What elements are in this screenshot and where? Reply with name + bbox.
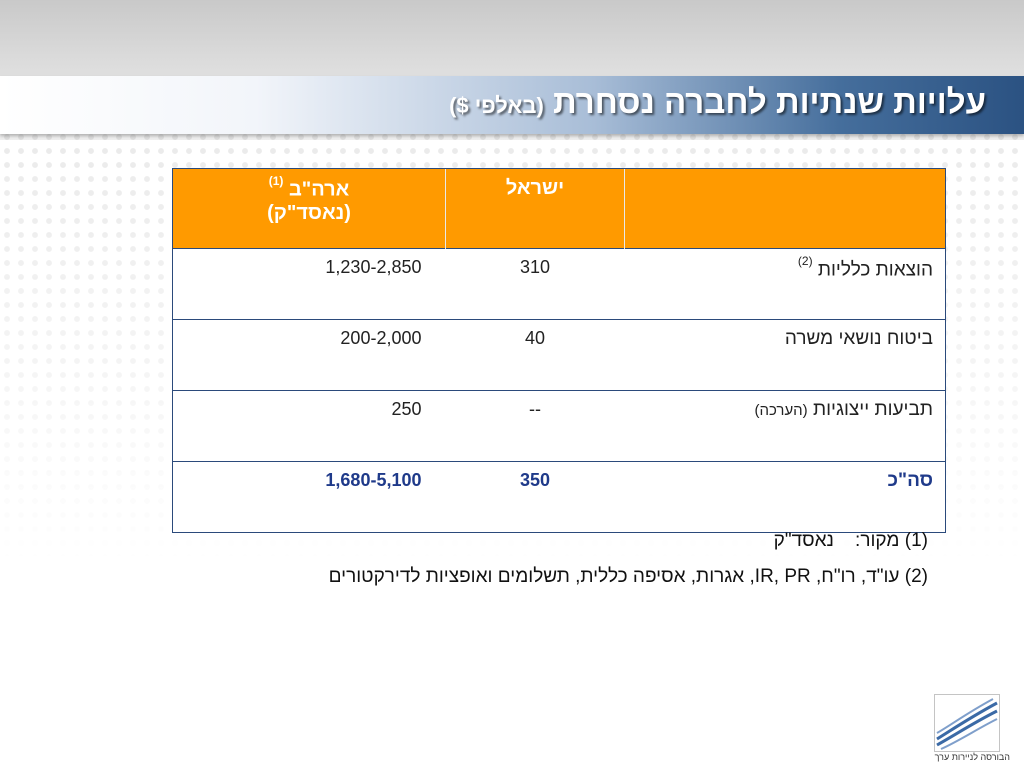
row-label-text: הוצאות כלליות [817, 259, 933, 281]
total-israel-value: 350 [445, 461, 625, 532]
header-us-footnote: (1) [268, 174, 284, 188]
header-label-cell [624, 169, 945, 249]
table-row: תביעות ייצוגיות (הערכה) -- 250 [173, 390, 945, 462]
table-row: ביטוח נושאי משרה 40 200-2,000 [173, 319, 945, 391]
header-israel: ישראל [445, 169, 625, 249]
exchange-logo: הבורסה לניירות ערך [908, 694, 1016, 764]
footnote-item: (1) מקור: נאסד"ק [329, 530, 928, 552]
row-footnote: (2) [797, 254, 813, 268]
title-bar: עלויות שנתיות לחברה נסחרת (באלפי $) [0, 76, 1024, 134]
row-israel-value: -- [445, 390, 625, 462]
footnote-number: (2) [904, 566, 928, 587]
logo-caption: הבורסה לניירות ערך [934, 752, 1010, 762]
row-label: הוצאות כלליות (2) [624, 248, 945, 320]
footnotes: (1) מקור: נאסד"ק (2) עו"ד, רו"ח, IR, PR,… [329, 530, 928, 602]
table-total-row: סה"כ 350 1,680-5,100 [173, 461, 945, 532]
header-us: ארה"ב (1) (נאסד"ק) [173, 169, 446, 249]
slide-title: עלויות שנתיות לחברה נסחרת (באלפי $) [449, 83, 986, 121]
footnote-number: (1) [904, 530, 928, 551]
row-israel-value: 40 [445, 319, 625, 391]
row-israel-value: 310 [445, 248, 625, 320]
row-us-value: 200-2,000 [173, 319, 446, 391]
row-label-text: תביעות ייצוגיות [812, 399, 933, 420]
footnote-item: (2) עו"ד, רו"ח, IR, PR, אגרות, אסיפה כלל… [329, 566, 928, 588]
row-label-text: ביטוח נושאי משרה [784, 328, 933, 349]
header-us-name: ארה"ב [288, 178, 350, 201]
tase-logo-icon [934, 694, 1000, 752]
row-us-value: 1,230-2,850 [173, 248, 446, 320]
slide-title-unit: (באלפי $) [449, 93, 544, 118]
row-label: ביטוח נושאי משרה [624, 319, 945, 391]
table-header-row: ישראל ארה"ב (1) (נאסד"ק) [173, 169, 945, 249]
header-us-exchange: (נאסד"ק) [267, 201, 351, 224]
total-us-value: 1,680-5,100 [173, 461, 446, 532]
footnote-text: מקור: נאסד"ק [773, 530, 900, 551]
row-us-value: 250 [173, 390, 446, 462]
row-label: תביעות ייצוגיות (הערכה) [624, 390, 945, 462]
total-label: סה"כ [624, 461, 945, 532]
footnote-text: עו"ד, רו"ח, IR, PR, אגרות, אסיפה כללית, … [328, 566, 900, 587]
cost-table: ישראל ארה"ב (1) (נאסד"ק) הוצאות כלליות (… [172, 168, 946, 533]
table-row: הוצאות כלליות (2) 310 1,230-2,850 [173, 248, 945, 320]
row-label-qualifier: (הערכה) [754, 402, 808, 419]
slide-title-main: עלויות שנתיות לחברה נסחרת [553, 83, 986, 120]
